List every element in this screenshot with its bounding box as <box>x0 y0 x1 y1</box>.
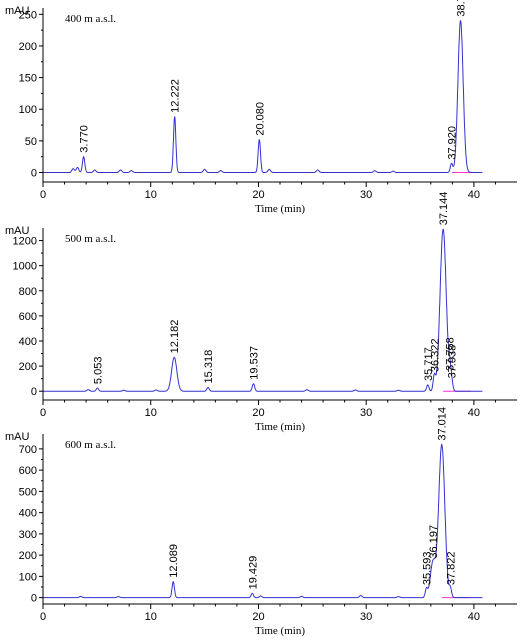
peak-label: 19.429 <box>247 556 259 590</box>
x-tick-label: 0 <box>40 407 46 419</box>
x-tick-label: 10 <box>145 407 157 419</box>
y-tick-label: 250 <box>19 9 37 21</box>
peak-label: 37.822 <box>445 551 457 585</box>
signal-trace <box>43 443 483 599</box>
x-tick-label: 30 <box>360 407 372 419</box>
x-tick-label: 30 <box>360 189 372 201</box>
y-tick-label: 300 <box>19 529 37 541</box>
y-tick-label: 500 <box>19 486 37 498</box>
peak-label: 20.080 <box>254 102 266 136</box>
y-unit-label: mAU <box>5 5 30 17</box>
y-tick-label: 400 <box>19 336 37 348</box>
y-tick-label: 50 <box>25 136 37 148</box>
y-tick-label: 100 <box>19 104 37 116</box>
peak-label: 3.770 <box>79 125 91 153</box>
x-tick-label: 10 <box>145 189 157 201</box>
peak-label: 35.717 <box>423 347 435 381</box>
peak-label: 37.144 <box>438 192 450 226</box>
peak-label: 35.593 <box>421 551 433 585</box>
x-tick-label: 0 <box>40 189 46 201</box>
x-tick-label: 40 <box>468 611 480 623</box>
x-tick-label: 10 <box>145 611 157 623</box>
x-tick-label: 20 <box>252 189 264 201</box>
y-tick-label: 0 <box>31 168 37 180</box>
y-tick-label: 700 <box>19 444 37 456</box>
peak-label: 38.759 <box>456 0 468 17</box>
peak-label: 37.938 <box>447 345 459 379</box>
peak-label: 37.920 <box>447 126 459 160</box>
x-tick-label: 20 <box>252 611 264 623</box>
x-axis-label: Time (min) <box>255 203 305 215</box>
y-tick-label: 400 <box>19 508 37 520</box>
x-tick-label: 40 <box>468 189 480 201</box>
peak-label: 36.197 <box>428 525 440 559</box>
peak-label: 15.318 <box>203 350 215 384</box>
y-unit-label: mAU <box>5 431 30 443</box>
panel-title: 500 m a.s.l. <box>65 233 116 245</box>
y-tick-label: 200 <box>19 550 37 562</box>
y-tick-label: 100 <box>19 571 37 583</box>
panel-title: 400 m a.s.l. <box>65 13 116 25</box>
peak-label: 36.322 <box>429 338 441 372</box>
peak-label: 19.537 <box>248 346 260 380</box>
y-tick-label: 150 <box>19 73 37 85</box>
y-tick-label: 800 <box>19 286 37 298</box>
x-axis-label: Time (min) <box>255 421 305 433</box>
peak-label: 37.758 <box>445 337 457 371</box>
panel-title: 600 m a.s.l. <box>65 439 116 451</box>
y-tick-label: 200 <box>19 41 37 53</box>
y-tick-label: 1200 <box>13 236 37 248</box>
peak-label: 37.014 <box>437 407 449 441</box>
y-tick-label: 600 <box>19 465 37 477</box>
y-tick-label: 200 <box>19 361 37 373</box>
signal-trace <box>43 20 483 173</box>
y-tick-label: 600 <box>19 311 37 323</box>
signal-trace <box>43 228 483 392</box>
y-tick-label: 0 <box>31 386 37 398</box>
chromatogram-400m: 0 50 100 150 200 250 0 10 20 30 40 mAU 400 m a.s.l. T… <box>5 0 517 215</box>
y-unit-label: mAU <box>5 225 30 237</box>
x-tick-label: 0 <box>40 611 46 623</box>
x-tick-label: 30 <box>360 611 372 623</box>
y-tick-label: 1000 <box>13 261 37 273</box>
y-tick-label: 0 <box>31 593 37 605</box>
peak-label: 5.053 <box>92 357 104 385</box>
peak-label: 12.222 <box>170 79 182 113</box>
peak-label: 12.089 <box>168 544 180 578</box>
x-tick-label: 40 <box>468 407 480 419</box>
peak-label: 12.182 <box>169 320 181 354</box>
x-tick-label: 20 <box>252 407 264 419</box>
x-axis-label: Time (min) <box>255 625 305 637</box>
